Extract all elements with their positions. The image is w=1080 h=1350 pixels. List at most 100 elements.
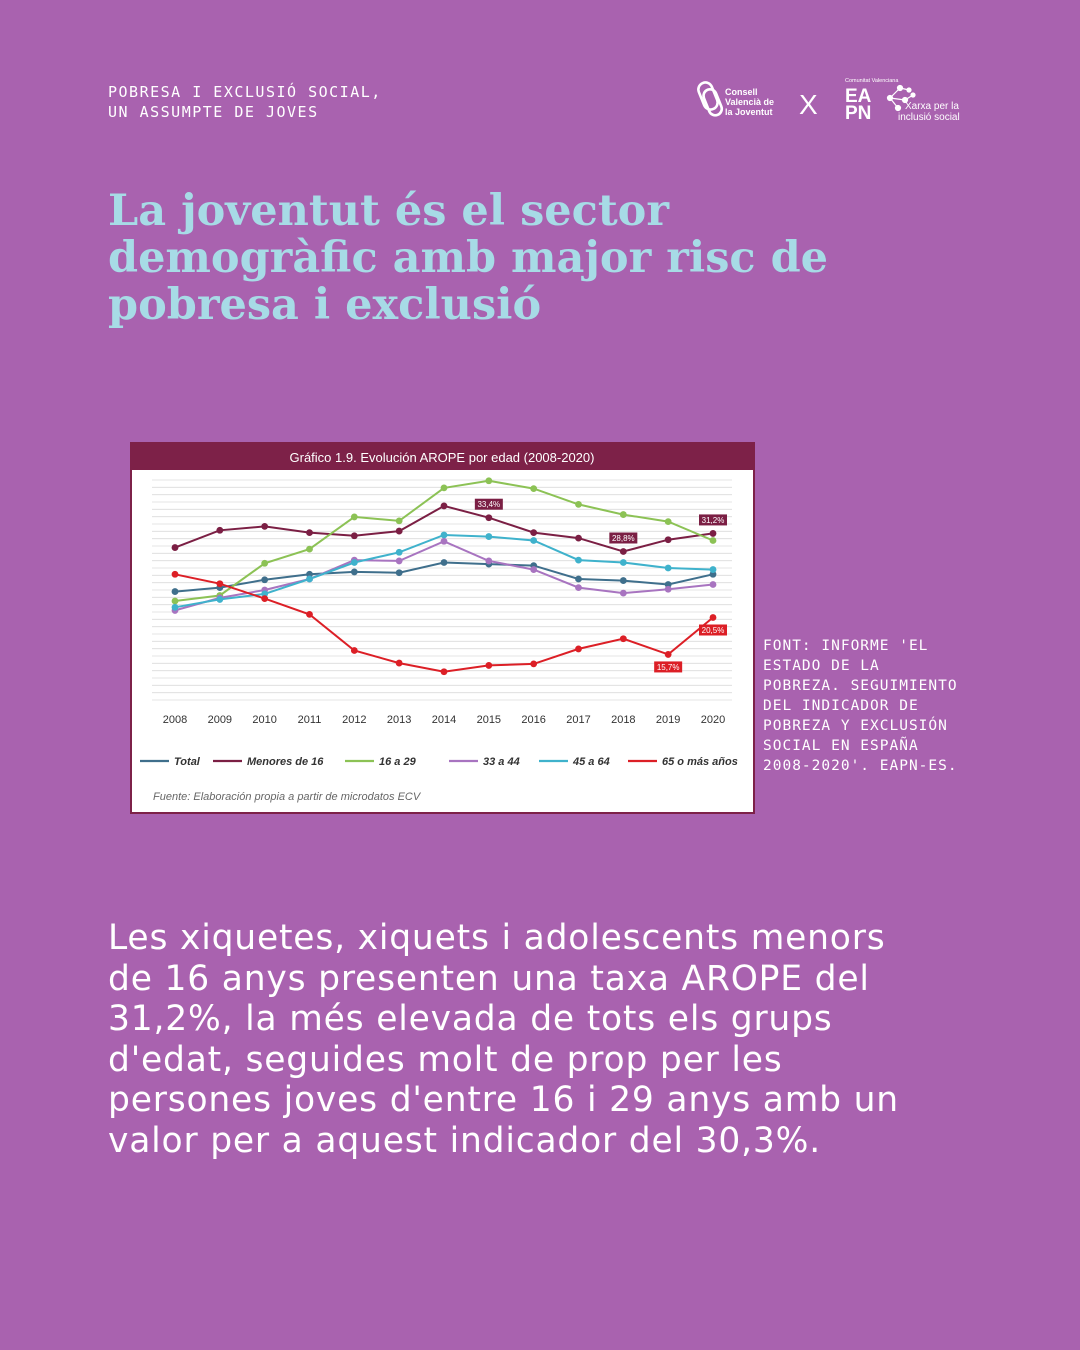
data-point (664, 564, 672, 572)
data-point (306, 529, 313, 537)
x-tick-label: 2012 (342, 714, 366, 726)
data-point (350, 513, 358, 521)
data-point (350, 647, 358, 654)
x-tick-label: 2016 (521, 714, 545, 726)
data-point (619, 511, 627, 518)
body-line-6: valor per a aquest indicador del 30,3%. (108, 1120, 822, 1161)
data-point (395, 659, 403, 667)
annotation-label: 15,7% (657, 663, 680, 672)
legend-label: 33 a 44 (483, 756, 520, 768)
cvj-logo-text-3: la Joventut (725, 107, 773, 117)
partner-logos: Consell Valencià de la Joventut X Comuni… (697, 78, 960, 124)
data-point (485, 557, 493, 565)
data-point (709, 530, 717, 537)
data-point (709, 570, 717, 578)
data-point (440, 502, 448, 510)
data-point (440, 537, 448, 545)
x-tick-label: 2017 (566, 714, 590, 726)
body-line-3: 31,2%, la més elevada de tots els grups (108, 999, 833, 1039)
annotation-box (699, 514, 727, 526)
data-point (575, 575, 582, 583)
cvj-logo: Consell Valencià de la Joventut (697, 81, 774, 117)
eapn-logo-letters-bottom: PN (845, 103, 871, 124)
data-point (261, 559, 269, 567)
data-point (171, 544, 179, 551)
data-point (306, 575, 313, 583)
data-point (306, 610, 313, 618)
data-point (261, 590, 269, 598)
data-point (709, 537, 717, 544)
x-tick-label: 2015 (477, 714, 501, 726)
x-tick-label: 2018 (611, 714, 635, 726)
data-point (575, 584, 582, 592)
legend-label: Menores de 16 (247, 756, 324, 768)
title-line-2: demogràfic amb major risc de (108, 233, 828, 283)
data-point (485, 514, 493, 522)
chart-annotations: 33,4% 28,8% 31,2% 15,7% 20,5% (474, 498, 727, 673)
data-point (575, 556, 582, 564)
page-title: La joventut és el sector demogràfic amb … (108, 188, 1008, 329)
data-point (261, 522, 269, 530)
eapn-logo-small: Comunitat Valenciana (845, 78, 899, 84)
series-line (174, 540, 714, 612)
data-point (664, 536, 672, 544)
title-line-3: pobresa i exclusió (108, 280, 542, 330)
chart-title: Gráfico 1.9. Evolución AROPE por edad (2… (290, 450, 595, 465)
data-point (530, 529, 538, 537)
annotation-label: 28,8% (612, 534, 635, 543)
legend-label: 16 a 29 (379, 756, 417, 768)
data-point (485, 533, 493, 540)
data-point (530, 537, 538, 544)
logo-separator: X (799, 89, 818, 120)
chart-title-bar (132, 444, 753, 470)
annotation-box (609, 532, 638, 544)
arope-chart-svg: Gráfico 1.9. Evolución AROPE por edad (2… (132, 444, 753, 803)
data-point (575, 500, 582, 508)
chart-points (171, 477, 717, 676)
data-point (350, 559, 358, 566)
source-note: FONT: INFORME 'EL ESTADO DE LA POBREZA. … (763, 638, 958, 774)
body-line-1: Les xiquetes, xiquets i adolescents meno… (108, 918, 886, 958)
data-point (619, 548, 627, 555)
data-point (171, 588, 179, 595)
eapn-logo-name-1: Xarxa per la (905, 101, 959, 112)
data-point (306, 570, 313, 578)
data-point (440, 668, 448, 676)
x-tick-label: 2013 (387, 714, 411, 726)
chart-legend: Total Menores de 16 16 a 29 33 a 44 45 a 64 6… (140, 756, 738, 768)
cvj-logo-mark (697, 81, 719, 111)
kicker-line-1: POBRESA I EXCLUSIÓ SOCIAL, (108, 83, 382, 101)
data-point (664, 585, 672, 593)
data-point (619, 589, 627, 597)
body-line-4: d'edat, seguides molt de prop per les (108, 1039, 783, 1080)
x-tick-label: 2011 (298, 714, 322, 726)
x-tick-label: 2014 (432, 714, 456, 726)
body-line-2: de 16 anys presenten una taxa AROPE del (108, 958, 870, 999)
series-line (174, 573, 714, 673)
annotation-box (474, 498, 503, 510)
data-point (395, 557, 403, 565)
data-point (619, 577, 627, 584)
annotation-label: 33,4% (477, 500, 500, 509)
data-point (530, 566, 538, 573)
data-point (216, 596, 224, 603)
data-point (261, 576, 269, 584)
eapn-logo-name-2: inclusió social (898, 112, 960, 123)
cvj-logo-text-2: Valencià de (725, 97, 774, 107)
annotation-label: 20,5% (702, 626, 725, 635)
annotation-label: 31,2% (702, 516, 725, 525)
data-point (664, 518, 672, 526)
eapn-logo-letters-top: EA (845, 86, 872, 107)
data-point (619, 635, 627, 643)
data-point (395, 548, 403, 556)
title-line-1: La joventut és el sector (108, 186, 670, 236)
data-point (306, 545, 313, 553)
data-point (395, 527, 403, 535)
x-tick-label: 2008 (163, 714, 187, 726)
data-point (261, 595, 269, 603)
header-kicker: POBRESA I EXCLUSIÓ SOCIAL, UN ASSUMPTE D… (108, 82, 382, 122)
data-point (485, 662, 493, 669)
data-point (440, 484, 448, 492)
x-tick-label: 2020 (701, 714, 725, 726)
legend-label: Total (174, 756, 201, 768)
